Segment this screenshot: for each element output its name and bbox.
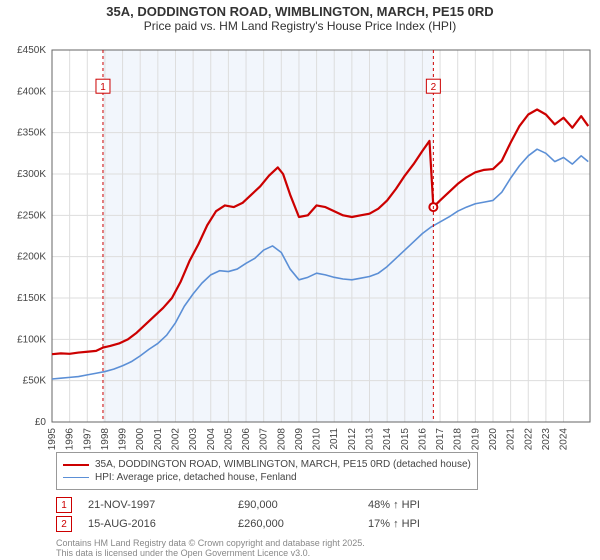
events-table: 1 21-NOV-1997£90,00048% ↑ HPI 2 15-AUG-2016… [56,494,488,535]
x-tick-label: 2013 [365,428,376,451]
y-tick-label: £0 [35,417,47,428]
event-price: £90,000 [238,499,368,511]
y-tick-label: £450K [17,45,46,56]
y-tick-label: £250K [17,210,46,221]
y-tick-label: £150K [17,293,46,304]
chart-area: £0 £50K £100K £150K £200K £250K £300K £350K £400… [0,4,600,456]
x-tick-label: 2020 [488,428,499,451]
y-tick-label: £350K [17,128,46,139]
x-tick-label: 1998 [100,428,111,451]
legend-row: 35A, DODDINGTON ROAD, WIMBLINGTON, MARCH… [63,459,471,470]
x-tick-label: 1999 [118,428,129,451]
x-tick-label: 2003 [188,428,199,451]
event-marker-number: 1 [100,82,106,93]
x-tick-label: 2024 [559,428,570,451]
footnote-line-1: Contains HM Land Registry data © Crown c… [56,538,365,548]
x-tick-label: 2000 [135,428,146,451]
x-tick-label: 2012 [347,428,358,451]
y-tick-label: £200K [17,252,46,263]
event-row-marker: 2 [56,516,72,532]
x-tick-label: 2010 [312,428,323,451]
x-tick-label: 2021 [506,428,517,451]
footnote-line-2: This data is licensed under the Open Gov… [56,548,365,558]
line-chart-svg: £0 £50K £100K £150K £200K £250K £300K £350K £400… [0,4,600,456]
event-row: 2 15-AUG-2016£260,00017% ↑ HPI [56,516,488,532]
x-tick-label: 2015 [400,428,411,451]
event-row-marker: 1 [56,497,72,513]
x-tick-label: 2023 [541,428,552,451]
event-date: 15-AUG-2016 [88,518,238,530]
x-tick-label: 2019 [470,428,481,451]
event-price: £260,000 [238,518,368,530]
x-tick-label: 1996 [65,428,76,451]
y-tick-label: £50K [23,376,47,387]
x-tick-label: 2006 [241,428,252,451]
x-tick-label: 2014 [382,428,393,451]
legend-label: HPI: Average price, detached house, Fenl… [95,472,297,483]
event-row: 1 21-NOV-1997£90,00048% ↑ HPI [56,497,488,513]
event-date: 21-NOV-1997 [88,499,238,511]
x-tick-label: 2017 [435,428,446,451]
x-tick-label: 2008 [276,428,287,451]
legend-swatch [63,464,89,466]
y-tick-label: £400K [17,86,46,97]
x-tick-label: 2004 [206,428,217,451]
event-pct: 17% ↑ HPI [368,518,488,530]
y-tick-label: £100K [17,334,46,345]
x-tick-label: 2007 [259,428,270,451]
legend-row: HPI: Average price, detached house, Fenl… [63,472,471,483]
event-pct: 48% ↑ HPI [368,499,488,511]
event-marker-number: 2 [431,82,437,93]
x-tick-label: 1997 [82,428,93,451]
legend-swatch [63,477,89,478]
x-tick-label: 2011 [329,428,340,450]
x-tick-label: 2009 [294,428,305,451]
legend: 35A, DODDINGTON ROAD, WIMBLINGTON, MARCH… [56,452,478,490]
x-tick-label: 2005 [223,428,234,451]
x-tick-label: 1995 [47,428,58,451]
footnote: Contains HM Land Registry data © Crown c… [56,538,365,558]
x-tick-label: 2001 [153,428,164,451]
shaded-band [103,50,433,422]
y-tick-label: £300K [17,169,46,180]
x-tick-label: 2002 [170,428,181,451]
x-tick-label: 2022 [523,428,534,451]
legend-label: 35A, DODDINGTON ROAD, WIMBLINGTON, MARCH… [95,459,471,470]
x-tick-label: 2018 [453,428,464,451]
x-tick-label: 2016 [417,428,428,451]
